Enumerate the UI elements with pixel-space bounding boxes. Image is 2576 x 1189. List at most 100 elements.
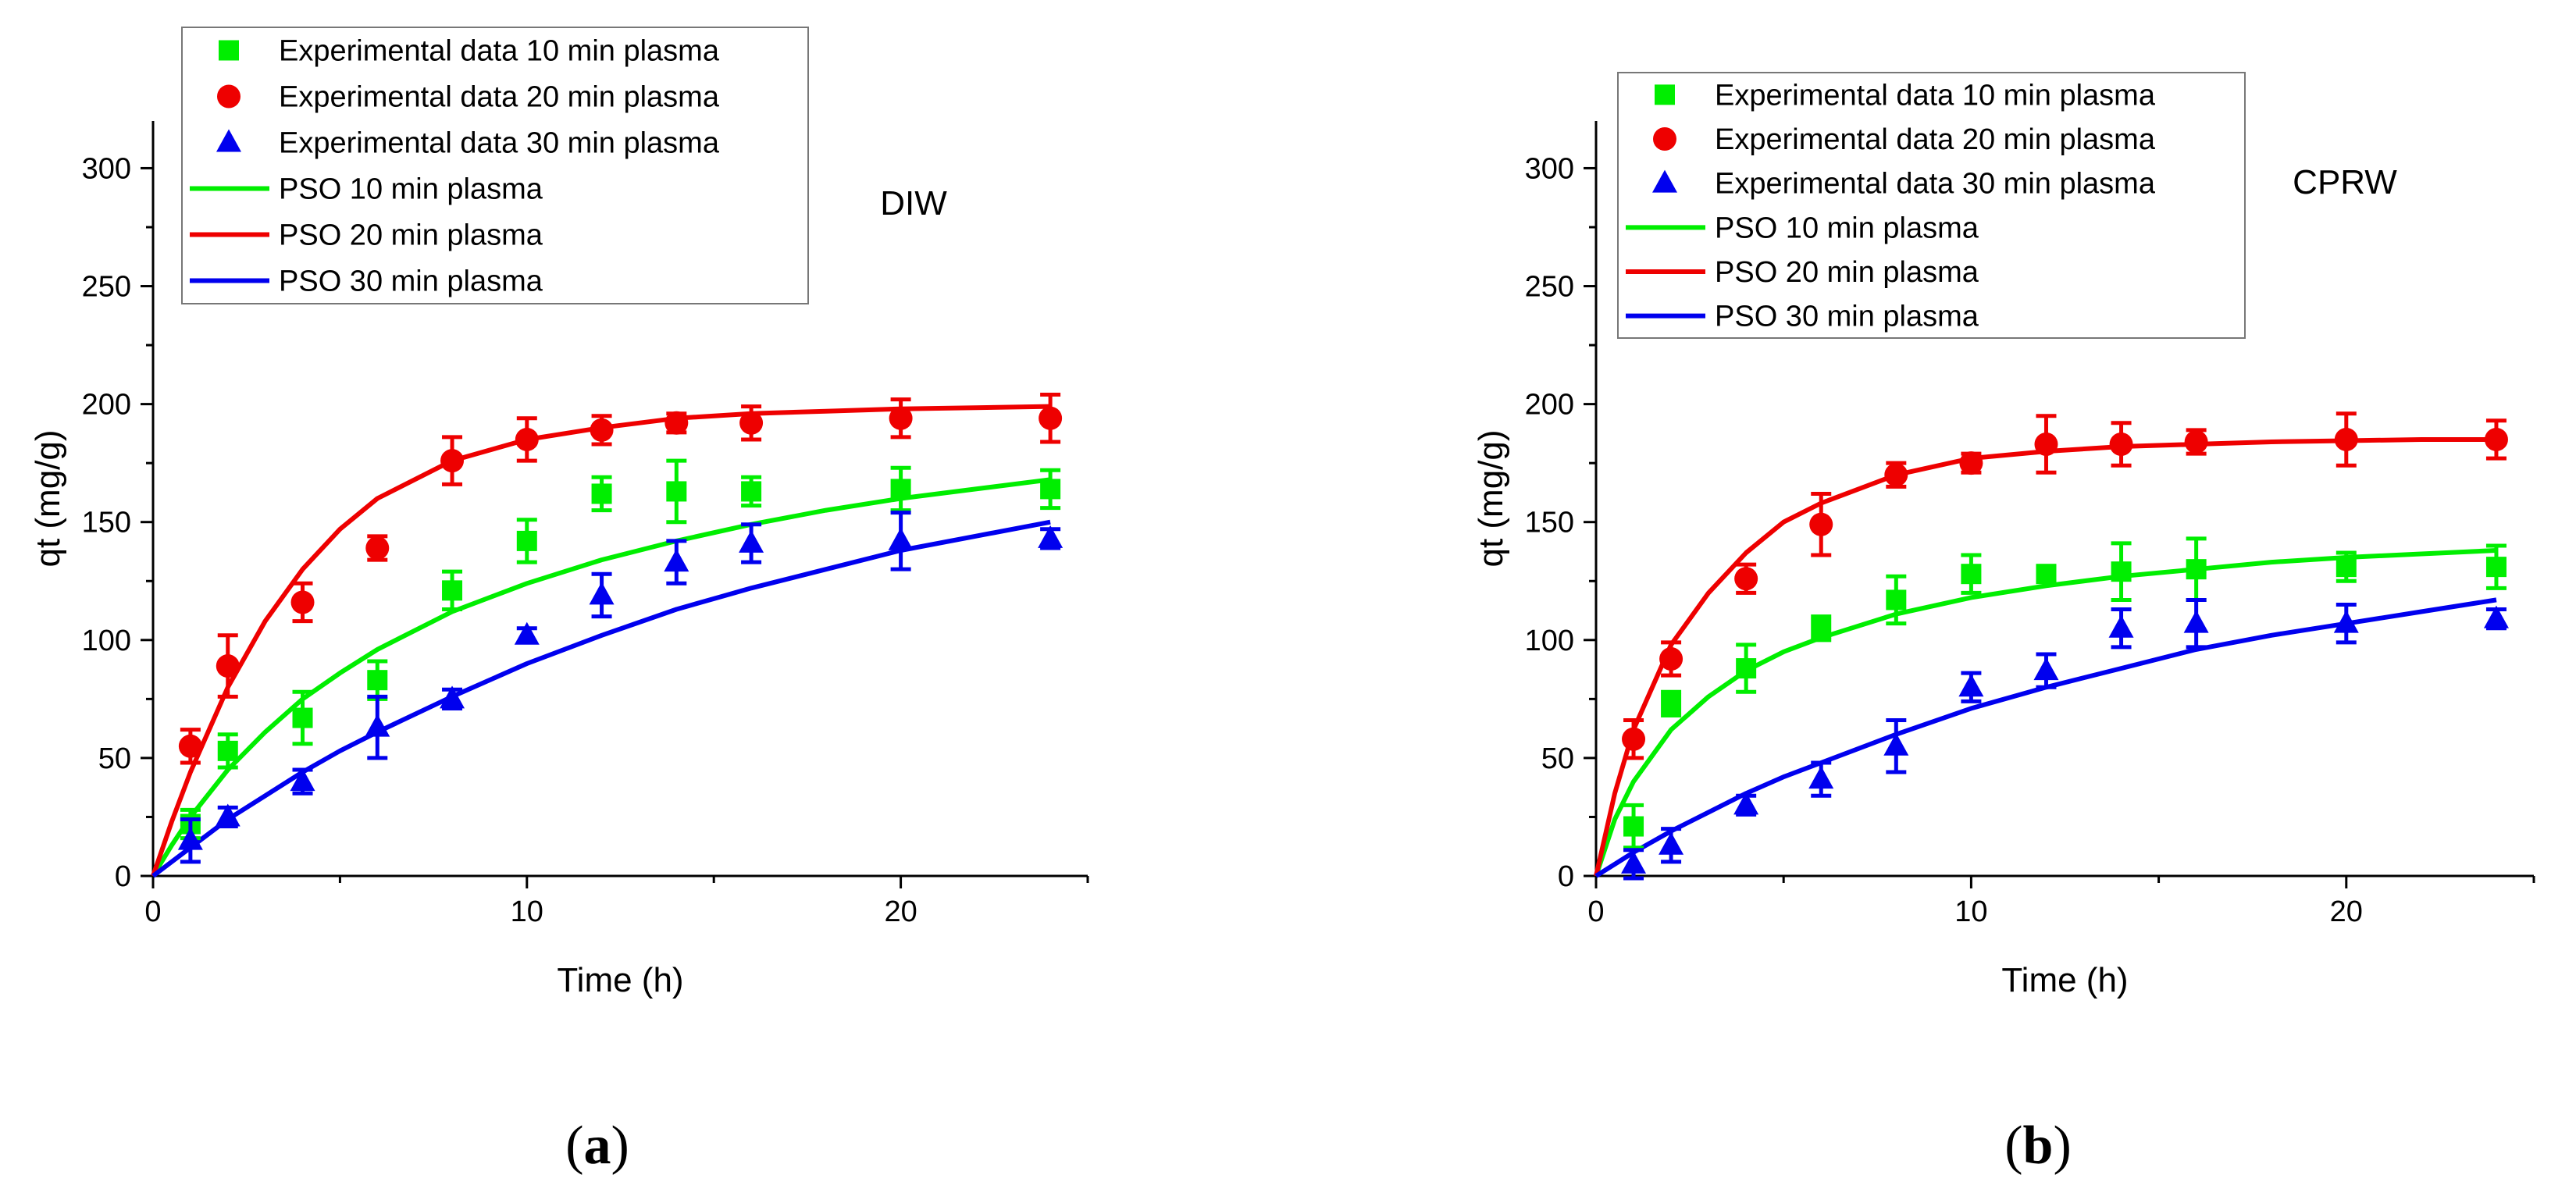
data-point [741, 481, 762, 502]
data-point [664, 411, 689, 435]
data-point [2333, 610, 2359, 633]
data-point [1733, 792, 1759, 815]
data-point [440, 685, 465, 709]
x-tick-label: 20 [2330, 895, 2363, 928]
y-tick-label: 50 [1541, 742, 1574, 775]
legend-label: PSO 20 min plasma [279, 219, 543, 252]
legend-box [181, 27, 809, 304]
series-points-experimental-data-30-min-plasma [1621, 597, 2509, 881]
y-tick-label: 200 [1525, 389, 1574, 422]
data-point [2485, 557, 2507, 578]
panel-a: 0 50 100 150 200 250 300 0 10 20 Time (h) qt (mg/g)… [29, 27, 1089, 1176]
data-point [2186, 559, 2207, 580]
data-point [440, 449, 465, 473]
data-point [664, 549, 689, 572]
data-point [1958, 674, 1984, 697]
caption-paren: ) [2053, 1116, 2071, 1176]
data-point [2036, 564, 2057, 585]
data-point [889, 406, 913, 430]
data-point [217, 740, 238, 761]
axes: 0 50 100 150 200 250 300 0 10 20 Time (h) qt (mg/g) [29, 121, 1089, 999]
series-line-pso-30-min-plasma [1594, 597, 2497, 878]
data-point [216, 654, 240, 678]
x-tick-label: 20 [884, 895, 917, 928]
data-point [890, 479, 911, 500]
series-line-pso-10-min-plasma [151, 477, 1051, 878]
data-point [367, 670, 388, 691]
legend-label: PSO 20 min plasma [1715, 256, 1979, 289]
panel-caption: (a) [565, 1116, 629, 1176]
x-tick-label: 10 [1954, 895, 1987, 928]
caption-paren: ( [2004, 1116, 2022, 1176]
x-tick-label: 0 [1587, 895, 1604, 928]
legend-label: PSO 30 min plasma [279, 265, 543, 298]
data-point [1659, 646, 1683, 671]
y-tick-label: 150 [82, 507, 131, 539]
y-tick-label: 50 [98, 742, 131, 775]
data-point [442, 580, 463, 601]
data-point [178, 734, 202, 758]
data-point [514, 621, 540, 645]
data-point [591, 483, 612, 504]
caption-paren: ) [611, 1116, 629, 1176]
y-tick-label: 250 [82, 271, 131, 304]
data-point [2109, 432, 2133, 456]
x-axis-label: Time (h) [2001, 961, 2128, 999]
data-point [739, 411, 764, 435]
data-point [1883, 732, 1909, 756]
data-point [2334, 427, 2358, 451]
series-points-experimental-data-20-min-plasma [178, 393, 1063, 765]
y-tick-label: 0 [1558, 860, 1574, 893]
legend-marker [1653, 127, 1676, 151]
data-point [2483, 605, 2509, 628]
data-point [590, 418, 614, 442]
data-point [1038, 525, 1064, 548]
legend-label: PSO 30 min plasma [1715, 301, 1979, 333]
data-point [1886, 589, 1907, 611]
legend-label: Experimental data 20 min plasma [279, 81, 720, 114]
y-tick-label: 100 [1525, 625, 1574, 657]
data-point [365, 536, 390, 560]
x-tick-label: 10 [511, 895, 543, 928]
legend-marker [219, 40, 239, 61]
y-tick-label: 300 [82, 152, 131, 185]
x-tick-label: 0 [144, 895, 161, 928]
panel-annotation: DIW [880, 184, 947, 222]
y-axis-label: qt (mg/g) [29, 429, 67, 567]
legend-marker [217, 84, 240, 109]
y-axis-label: qt (mg/g) [1472, 429, 1510, 567]
axes: 0 50 100 150 200 250 300 0 10 20 Time (h) qt (mg/g) [1472, 121, 2535, 999]
data-point [1734, 567, 1758, 591]
data-point [2336, 557, 2357, 578]
legend-marker [1652, 169, 1677, 193]
y-tick-label: 0 [115, 860, 131, 893]
caption-letter: a [584, 1116, 611, 1176]
data-point [365, 714, 390, 737]
data-point [177, 827, 203, 850]
data-point [2183, 610, 2209, 633]
data-point [739, 529, 764, 553]
data-point [1621, 850, 1647, 874]
data-point [1039, 406, 1063, 430]
y-tick-label: 200 [82, 389, 131, 422]
data-point [2108, 614, 2134, 638]
data-point [1622, 727, 1646, 751]
legend-box [1617, 72, 2246, 339]
legend-label: Experimental data 30 min plasma [279, 127, 720, 160]
y-tick-label: 100 [82, 625, 131, 657]
panel-annotation: CPRW [2293, 163, 2397, 201]
legend-label: Experimental data 30 min plasma [1715, 168, 2156, 201]
series-points-experimental-data-10-min-plasma [1623, 536, 2507, 850]
y-tick-label: 300 [1525, 152, 1574, 185]
data-point [2111, 561, 2132, 582]
data-point [1959, 451, 1983, 475]
data-point [2033, 657, 2059, 681]
data-point [515, 427, 539, 451]
data-point [1884, 463, 1908, 487]
data-point [290, 768, 315, 792]
data-point [2034, 432, 2058, 456]
y-tick-label: 250 [1525, 271, 1574, 304]
legend: Experimental data 10 min plasma Experimen… [1617, 72, 2246, 339]
series-points-experimental-data-30-min-plasma [177, 511, 1064, 864]
x-axis-label: Time (h) [557, 961, 683, 999]
